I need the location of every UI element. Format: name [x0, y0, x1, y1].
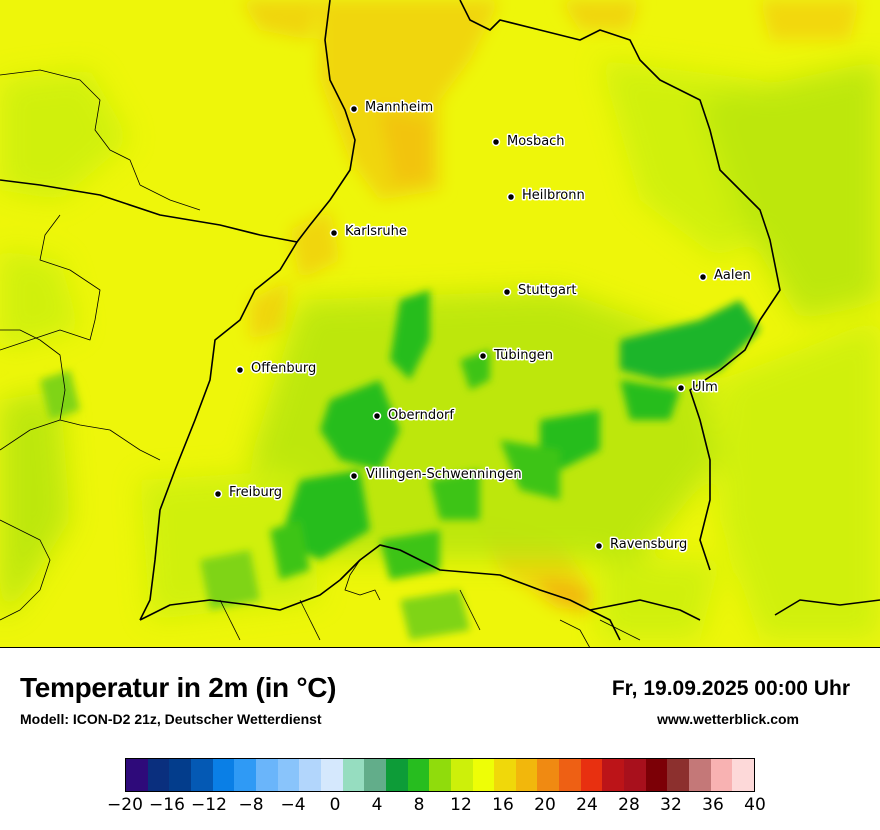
city-stuttgart: Stuttgart: [502, 282, 578, 300]
svg-text:Oberndorf: Oberndorf: [388, 408, 454, 423]
warm-areas: [240, 0, 860, 615]
legend-swatch: [190, 759, 213, 791]
legend-tick-label: 40: [744, 795, 766, 815]
cities: Mannheim Mosbach Heilbronn Karlsruhe Aal…: [213, 99, 752, 554]
city-karlsruhe: Karlsruhe: [329, 223, 408, 241]
legend-tick-label: −20: [107, 795, 143, 815]
svg-text:Aalen: Aalen: [714, 268, 751, 283]
svg-text:Freiburg: Freiburg: [229, 485, 282, 500]
legend-swatch: [147, 759, 170, 791]
legend-swatch: [515, 759, 538, 791]
svg-text:Offenburg: Offenburg: [251, 361, 316, 376]
legend-swatch: [580, 759, 603, 791]
legend-tick-label: 28: [618, 795, 640, 815]
legend-tick-label: 8: [413, 795, 425, 815]
city-mannheim: Mannheim: [349, 99, 435, 117]
city-heilbronn: Heilbronn: [506, 187, 586, 205]
legend-swatch: [472, 759, 495, 791]
legend-swatch: [667, 759, 690, 791]
legend-swatch: [364, 759, 386, 791]
legend-swatch: [559, 759, 581, 791]
legend-tick-label: 4: [371, 795, 383, 815]
svg-text:Ulm: Ulm: [692, 380, 718, 395]
legend-swatch: [407, 759, 430, 791]
legend-tick-label: 12: [450, 795, 472, 815]
svg-text:Tübingen: Tübingen: [493, 348, 553, 363]
legend-swatch: [689, 759, 711, 791]
svg-text:Stuttgart: Stuttgart: [518, 283, 576, 298]
city-ulm: Ulm: [676, 379, 719, 397]
legend-swatch: [299, 759, 321, 791]
city-freiburg: Freiburg: [213, 484, 284, 502]
svg-text:Villingen-Schwenningen: Villingen-Schwenningen: [366, 467, 522, 482]
district-borders: [0, 69, 641, 647]
legend-swatch: [494, 759, 516, 791]
legend-tick-label: 36: [702, 795, 724, 815]
legend-tick-label: 32: [660, 795, 682, 815]
color-legend: [125, 758, 755, 792]
temperature-map: Mannheim Mosbach Heilbronn Karlsruhe Aal…: [0, 0, 880, 648]
legend-swatch: [732, 759, 755, 791]
legend-tick-label: −8: [238, 795, 264, 815]
legend-ticks: −20 −16 −12 −8 −4 0 4 8 12 16 20 24 28 32 36 40: [0, 795, 880, 821]
svg-text:Ravensburg: Ravensburg: [610, 537, 687, 552]
legend-tick-label: 16: [492, 795, 514, 815]
legend-swatch: [320, 759, 343, 791]
legend-tick-label: 20: [534, 795, 556, 815]
state-borders: [0, 0, 880, 641]
svg-text:Heilbronn: Heilbronn: [522, 188, 585, 203]
city-ravensburg: Ravensburg: [594, 536, 689, 554]
city-villingen-schwenningen: Villingen-Schwenningen: [349, 466, 523, 484]
legend-swatch: [126, 759, 148, 791]
legend-tick-label: −12: [191, 795, 227, 815]
legend-swatch: [277, 759, 300, 791]
city-mosbach: Mosbach: [491, 133, 566, 151]
legend-swatch: [429, 759, 451, 791]
legend-swatch: [645, 759, 668, 791]
legend-swatch: [212, 759, 235, 791]
legend-tick-label: 24: [576, 795, 598, 815]
city-tuebingen: Tübingen: [478, 347, 555, 365]
legend-swatch: [169, 759, 191, 791]
legend-tick-label: −16: [149, 795, 185, 815]
legend-swatch: [342, 759, 365, 791]
model-info: Modell: ICON-D2 21z, Deutscher Wetterdie…: [20, 711, 322, 727]
legend-swatch: [624, 759, 646, 791]
legend-swatch: [602, 759, 625, 791]
legend-swatch: [710, 759, 733, 791]
city-aalen: Aalen: [698, 267, 752, 285]
forecast-datetime: Fr, 19.09.2025 00:00 Uhr: [611, 677, 850, 700]
svg-text:Mannheim: Mannheim: [365, 100, 433, 115]
map-title: Temperatur in 2m (in °C): [20, 672, 337, 703]
city-offenburg: Offenburg: [235, 360, 318, 378]
website-label: www.wetterblick.com: [657, 711, 799, 727]
svg-text:Mosbach: Mosbach: [507, 134, 565, 149]
svg-text:Karlsruhe: Karlsruhe: [345, 224, 407, 239]
legend-swatch: [234, 759, 256, 791]
legend-tick-label: 0: [329, 795, 341, 815]
legend-swatch: [450, 759, 473, 791]
legend-swatch: [255, 759, 278, 791]
mild-areas: [0, 60, 880, 640]
legend-swatch: [385, 759, 408, 791]
legend-tick-label: −4: [280, 795, 306, 815]
legend-swatch: [537, 759, 560, 791]
city-oberndorf: Oberndorf: [372, 407, 456, 425]
